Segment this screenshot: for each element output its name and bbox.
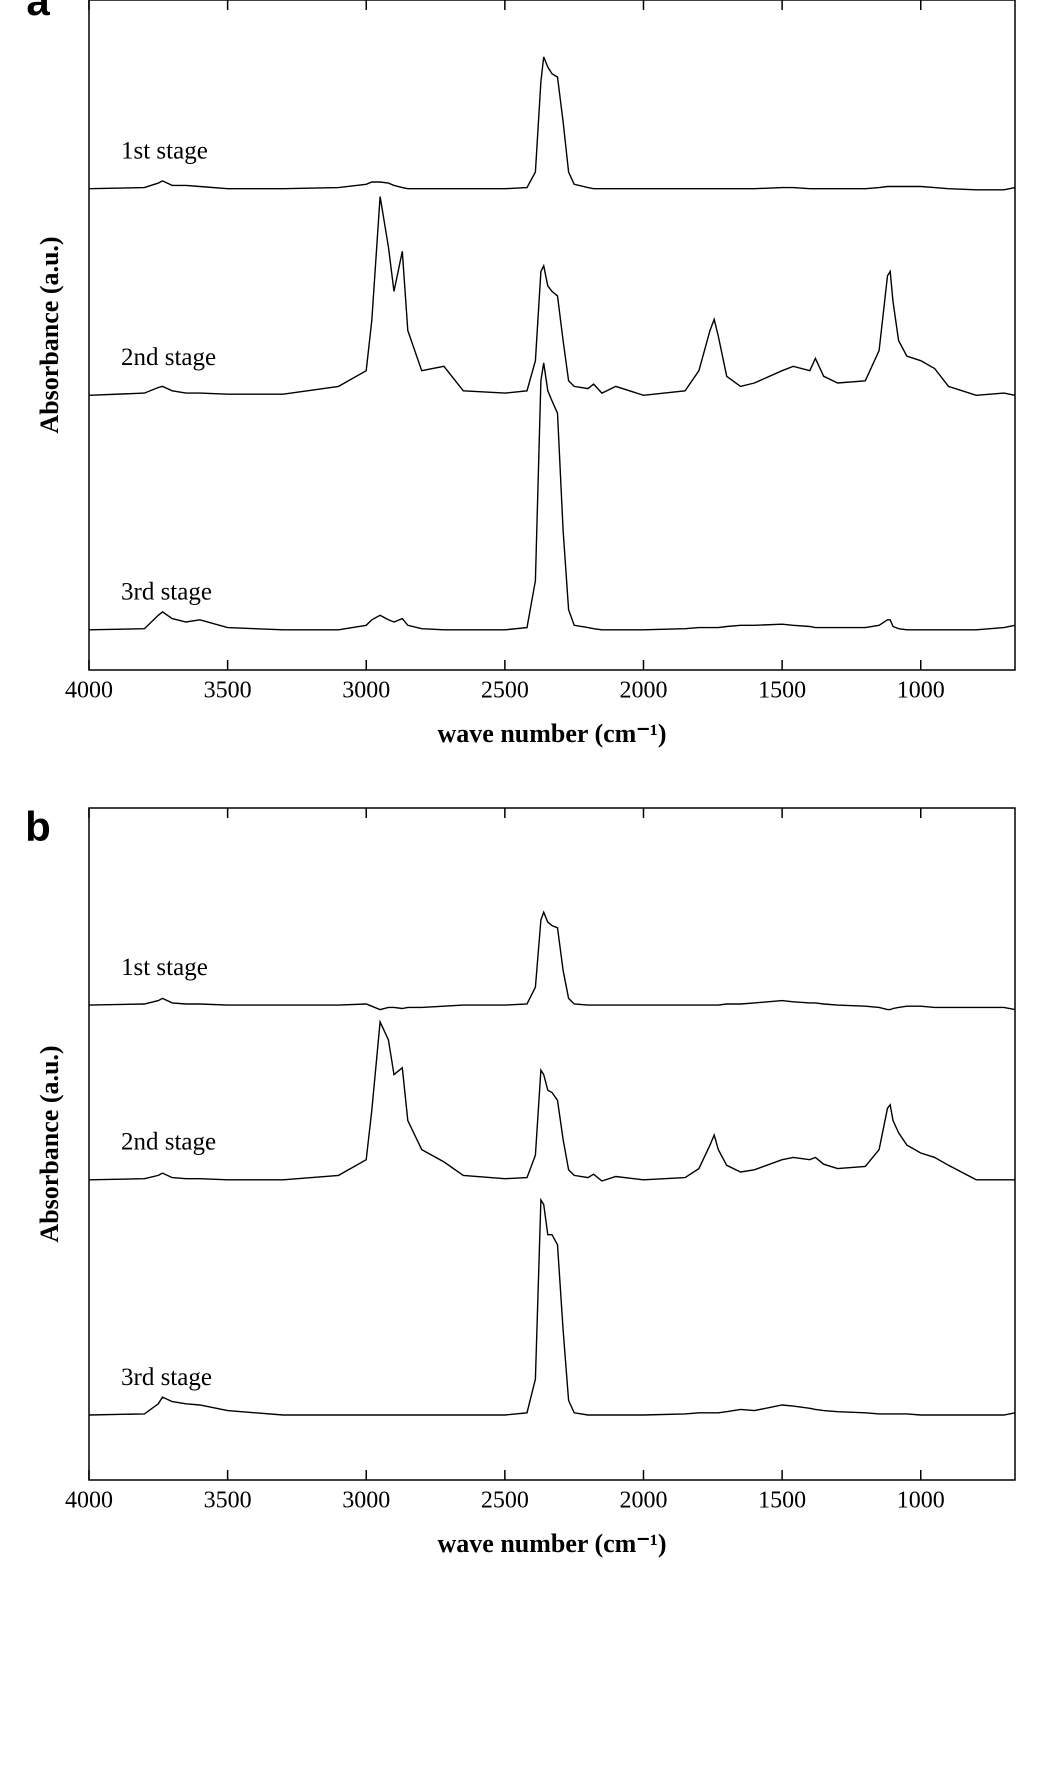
series-label: 1st stage — [121, 954, 208, 981]
plot-frame — [88, 0, 1016, 671]
x-tick-label: 4000 — [65, 678, 113, 704]
x-tick-label: 2000 — [619, 678, 667, 704]
x-tick-label: 3000 — [342, 678, 390, 704]
x-tick-label: 2500 — [481, 1488, 529, 1514]
x-tick-label: 1000 — [897, 678, 945, 704]
spectrum-line — [88, 362, 1016, 631]
x-tick-label: 3500 — [204, 1488, 252, 1514]
x-tick-label: 3000 — [342, 1488, 390, 1514]
spectrum-line — [88, 1197, 1016, 1416]
series-label: 3rd stage — [121, 1364, 212, 1391]
series-label: 2nd stage — [121, 344, 216, 371]
panel-label: a — [26, 0, 50, 24]
y-axis-label: Absorbance (a.u.) — [35, 1045, 64, 1242]
series-label: 3rd stage — [121, 579, 212, 606]
series-label: 1st stage — [121, 137, 208, 164]
x-tick-label: 2500 — [481, 678, 529, 704]
x-axis-label: wave number (cm⁻¹) — [438, 1529, 667, 1558]
spectrum-line — [88, 196, 1016, 397]
spectrum-line — [88, 56, 1016, 191]
x-tick-label: 1500 — [758, 678, 806, 704]
y-axis-label: Absorbance (a.u.) — [35, 236, 64, 433]
x-tick-label: 3500 — [204, 678, 252, 704]
plot-frame — [88, 807, 1016, 1481]
x-tick-label: 1000 — [897, 1488, 945, 1514]
panel-label: b — [25, 803, 51, 850]
x-tick-label: 1500 — [758, 1488, 806, 1514]
spectrum-line — [88, 910, 1016, 1011]
x-tick-label: 2000 — [619, 1488, 667, 1514]
x-axis-label: wave number (cm⁻¹) — [438, 719, 667, 748]
x-tick-label: 4000 — [65, 1488, 113, 1514]
series-label: 2nd stage — [121, 1129, 216, 1156]
spectrum-line — [88, 1019, 1015, 1182]
